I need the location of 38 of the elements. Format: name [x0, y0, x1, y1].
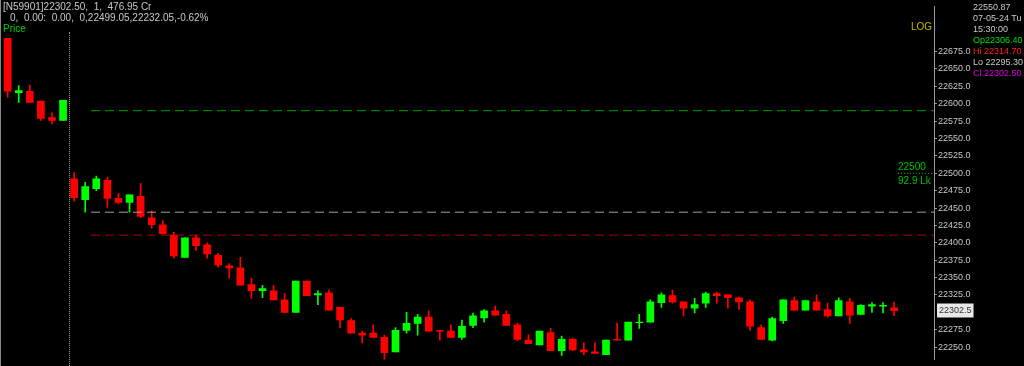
candlestick	[14, 85, 23, 103]
chart-title: [N59901]22302.50, 1, 476.95 Cr	[3, 1, 152, 12]
y-tick-label: 22375.0	[938, 254, 971, 265]
text: Op22306.40	[973, 34, 1023, 45]
y-tick-label: 22450.0	[938, 202, 971, 213]
y-tick-label: 22575.0	[938, 115, 971, 126]
annotation: 92.9 Lk	[898, 175, 932, 187]
text: LOG	[910, 20, 933, 32]
text: 07-05-24 Tu	[973, 12, 1022, 23]
candlestick	[314, 290, 322, 305]
candlestick	[591, 342, 599, 354]
y-tick-label: 22400.0	[938, 237, 971, 248]
candlestick	[868, 302, 876, 313]
text: Hi 22314.70	[973, 45, 1022, 56]
annotation: Price	[3, 22, 27, 34]
y-tick-label: 22350.0	[938, 272, 971, 283]
ref-line-label: 22500	[898, 161, 927, 173]
text: Lo 22295.30	[973, 56, 1024, 67]
y-tick-label: 22250.0	[938, 341, 971, 352]
y-tick-label: 22600.0	[938, 98, 971, 109]
y-tick-label: 22650.0	[938, 63, 971, 74]
candlestick	[712, 291, 721, 304]
y-tick-label: 22525.0	[938, 150, 971, 161]
y-tick-label: 22675.0	[938, 46, 971, 57]
text: 15:30:00	[973, 23, 1009, 34]
y-tick-label: 22550.0	[938, 132, 971, 143]
y-tick-label: 22275.0	[938, 324, 971, 335]
text: 22302.5	[939, 305, 972, 316]
text: 0, 0.00: 0.00, 0,22499.05,22232.05,-0.62%	[10, 12, 209, 23]
y-tick-label: 22425.0	[938, 219, 971, 230]
text: Cl 22302.50	[973, 67, 1022, 78]
y-tick-label: 22475.0	[938, 185, 971, 196]
y-tick-label: 22325.0	[938, 289, 971, 300]
text: 22550.87	[973, 1, 1011, 12]
candlestick	[225, 263, 234, 279]
candlestick	[890, 301, 898, 316]
y-tick-label: 22500.0	[938, 167, 971, 178]
y-tick-label: 22625.0	[938, 80, 971, 91]
